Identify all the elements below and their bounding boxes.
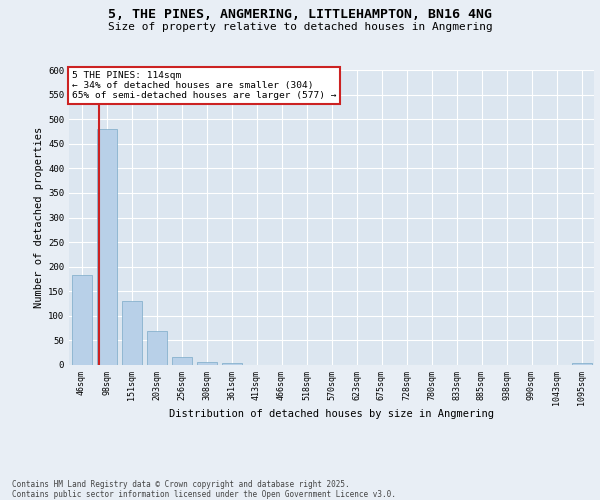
X-axis label: Distribution of detached houses by size in Angmering: Distribution of detached houses by size …: [169, 409, 494, 419]
Y-axis label: Number of detached properties: Number of detached properties: [34, 127, 44, 308]
Bar: [221, 362, 241, 365]
Text: 5 THE PINES: 114sqm
← 34% of detached houses are smaller (304)
65% of semi-detac: 5 THE PINES: 114sqm ← 34% of detached ho…: [71, 70, 336, 101]
Bar: [121, 301, 142, 365]
Bar: [172, 356, 191, 365]
Bar: [146, 330, 167, 365]
Bar: [571, 363, 592, 365]
Bar: [71, 275, 91, 365]
Text: Contains HM Land Registry data © Crown copyright and database right 2025.
Contai: Contains HM Land Registry data © Crown c…: [12, 480, 396, 499]
Bar: [197, 362, 217, 365]
Bar: [97, 129, 116, 365]
Text: Size of property relative to detached houses in Angmering: Size of property relative to detached ho…: [107, 22, 493, 32]
Text: 5, THE PINES, ANGMERING, LITTLEHAMPTON, BN16 4NG: 5, THE PINES, ANGMERING, LITTLEHAMPTON, …: [108, 8, 492, 20]
